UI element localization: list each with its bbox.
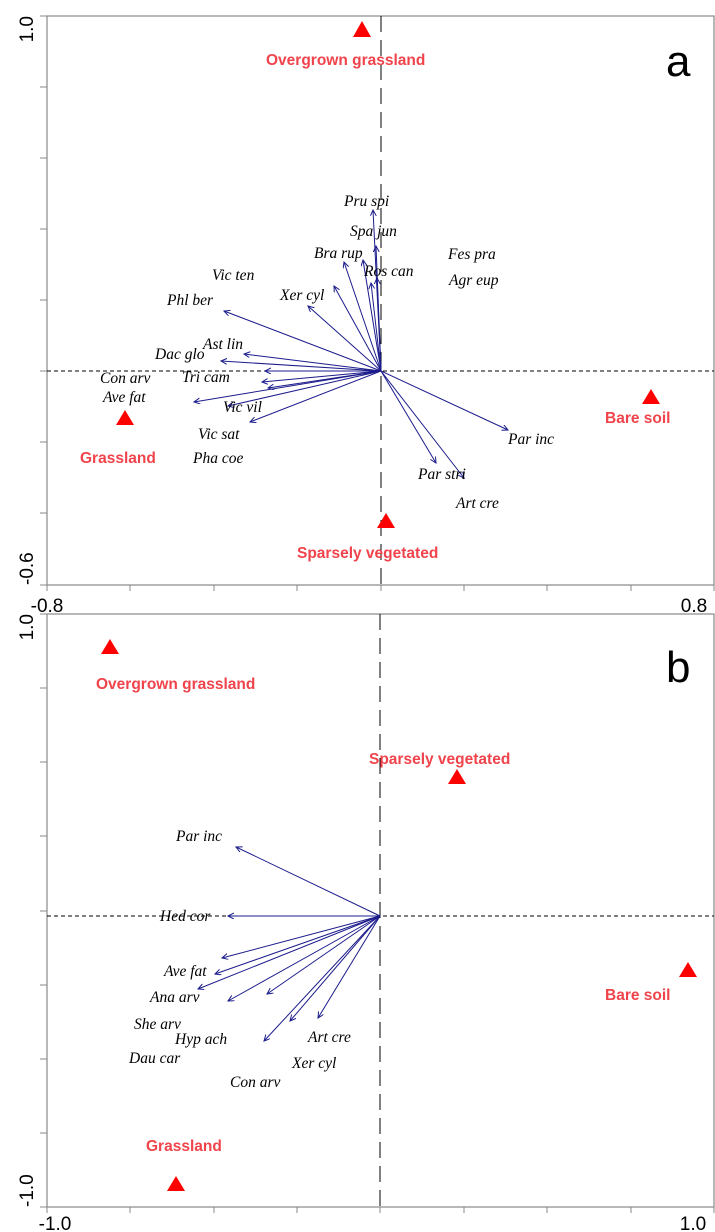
panel-a-letter: a [666, 37, 691, 86]
species-label: Vic vil [223, 399, 262, 416]
species-label: Par stri [417, 466, 466, 483]
panel-b-x-tick-label-right: 1.0 [680, 1214, 706, 1232]
panel-b-letter: b [666, 643, 690, 692]
species-label: Vic ten [212, 267, 255, 284]
species-arrow [371, 283, 382, 372]
species-label: Fes pra [447, 246, 496, 263]
species-arrow [244, 354, 382, 372]
site-marker [679, 962, 697, 977]
panel-b: 1.0 -1.0 -1.0 1.0 b Par inc Hed cor Ave … [17, 613, 715, 1232]
panel-a-x-tick-label-right: 0.8 [681, 596, 707, 617]
site-marker [116, 410, 134, 425]
species-arrow [228, 915, 381, 1001]
site-label: Sparsely vegetated [369, 751, 510, 768]
species-label: Con arv [100, 370, 150, 387]
species-label: Par inc [175, 828, 222, 845]
site-marker [642, 389, 660, 404]
site-label: Overgrown grassland [96, 676, 255, 693]
species-label: Pru spi [343, 193, 389, 210]
panel-a-species-labels: Pru spi Spa jun Ros can Bra rup Xer cyl … [100, 193, 554, 512]
species-label: Par inc [507, 431, 554, 448]
species-label: Hyp ach [174, 1031, 227, 1048]
species-arrow [380, 370, 464, 478]
site-marker [101, 639, 119, 654]
species-label: Phl ber [166, 292, 214, 309]
species-label: Hed cor [159, 908, 211, 925]
species-label: Spa jun [350, 223, 397, 240]
species-label: Dac glo [154, 346, 205, 363]
species-arrow [262, 370, 382, 382]
panel-a-site-labels: Overgrown grassland Grassland Sparsely v… [80, 52, 670, 562]
species-arrow [215, 915, 381, 974]
site-label: Bare soil [605, 987, 670, 1004]
species-arrow [228, 370, 382, 406]
site-label: Grassland [80, 450, 156, 467]
site-marker [353, 21, 371, 37]
species-label: Tri cam [182, 369, 230, 386]
panel-b-x-tick-label-left: -1.0 [39, 1214, 72, 1232]
panel-a-y-tick-label-bottom: -0.6 [17, 552, 38, 585]
species-arrow [334, 286, 382, 372]
species-arrow [268, 370, 382, 388]
species-label: Con arv [230, 1074, 280, 1091]
species-arrow [221, 361, 382, 372]
species-label: Xer cyl [291, 1055, 336, 1072]
species-arrow [267, 915, 381, 994]
panel-a-species-arrows [194, 210, 508, 478]
panel-b-site-labels: Overgrown grassland Sparsely vegetated B… [96, 676, 670, 1155]
panel-b-site-markers [101, 639, 697, 1191]
panel-a-x-tick-label-left: -0.8 [31, 596, 64, 617]
species-arrow [308, 306, 382, 372]
panel-b-y-tick-label-top: 1.0 [17, 614, 38, 640]
species-arrow [264, 915, 381, 1041]
site-label: Bare soil [605, 410, 670, 427]
site-marker [448, 769, 466, 784]
panel-b-species-labels: Par inc Hed cor Ave fat Ana arv She arv … [128, 828, 351, 1091]
species-arrow [363, 260, 382, 372]
species-arrow [224, 311, 382, 372]
species-arrow [236, 847, 381, 917]
panel-b-species-arrows [198, 847, 381, 1041]
species-arrow [250, 370, 382, 422]
species-label: Pha coe [192, 450, 243, 467]
panel-a: 1.0 -0.6 -0.8 0.8 a P [17, 15, 715, 617]
site-marker [167, 1176, 185, 1191]
species-label: Art cre [455, 495, 499, 512]
site-label: Grassland [146, 1138, 222, 1155]
species-label: Ast lin [202, 336, 243, 353]
species-label: Ana arv [149, 989, 200, 1006]
species-label: Bra rup [314, 245, 363, 262]
species-label: Ave fat [163, 963, 207, 980]
species-arrow [380, 370, 436, 463]
species-label: Agr eup [448, 272, 499, 289]
site-marker [377, 513, 395, 528]
species-label: Vic sat [198, 426, 240, 443]
species-arrow [318, 915, 381, 1018]
species-label: Art cre [307, 1029, 351, 1046]
panel-a-y-tick-label-top: 1.0 [17, 16, 38, 42]
species-label: Ave fat [102, 389, 146, 406]
site-label: Sparsely vegetated [297, 545, 438, 562]
species-label: She arv [134, 1016, 181, 1033]
species-label: Dau car [128, 1050, 181, 1067]
panel-b-y-tick-label-bottom: -1.0 [17, 1174, 38, 1207]
site-label: Overgrown grassland [266, 52, 425, 69]
species-arrow [344, 262, 382, 372]
species-arrow [377, 278, 382, 372]
species-arrow [380, 370, 508, 430]
species-arrow [290, 915, 381, 1021]
species-label: Ros can [363, 263, 414, 280]
species-arrow [198, 915, 381, 989]
panel-a-site-markers [116, 21, 660, 528]
species-label: Xer cyl [279, 287, 324, 304]
species-arrow [222, 915, 381, 958]
